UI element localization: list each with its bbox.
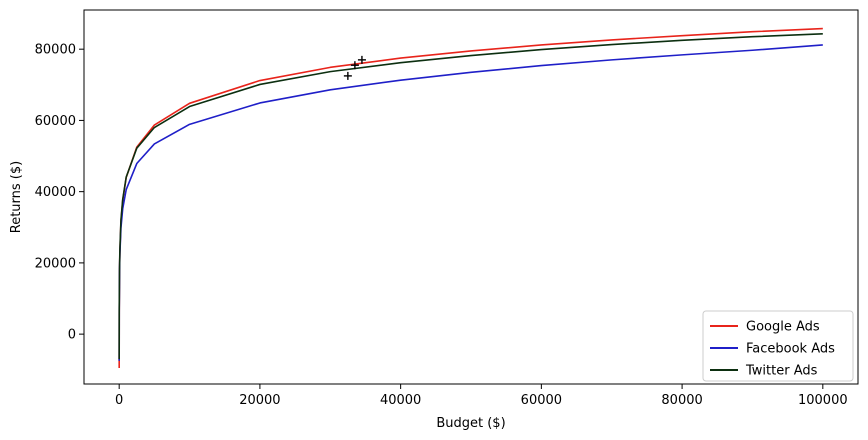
y-tick-label: 60000 <box>35 114 76 129</box>
marker-facebook-ads <box>343 71 352 80</box>
legend: Google Ads Facebook Ads Twitter Ads <box>702 310 854 382</box>
x-tick-label: 100000 <box>798 393 848 408</box>
x-axis-ticks: 0 20000 40000 60000 80000 100000 <box>115 384 848 408</box>
x-tick-label: 0 <box>115 393 123 408</box>
series-line-twitter-ads <box>118 33 823 360</box>
y-tick-label: 0 <box>68 328 76 343</box>
y-axis-label: Returns ($) <box>9 161 24 233</box>
legend-label-facebook-ads: Facebook Ads <box>746 342 835 357</box>
x-tick-label: 80000 <box>661 393 702 408</box>
y-axis-ticks: 0 20000 40000 60000 80000 <box>35 43 84 343</box>
series-layer <box>118 27 823 368</box>
legend-box <box>702 310 854 382</box>
marker-layer <box>343 55 366 80</box>
x-tick-label: 20000 <box>239 393 280 408</box>
x-tick-label: 40000 <box>380 393 421 408</box>
marker-twitter-ads <box>350 61 359 70</box>
y-tick-label: 40000 <box>35 185 76 200</box>
y-tick-label: 80000 <box>35 43 76 58</box>
legend-label-google-ads: Google Ads <box>746 320 820 335</box>
y-tick-label: 20000 <box>35 256 76 271</box>
legend-label-twitter-ads: Twitter Ads <box>745 364 818 379</box>
marker-google-ads <box>357 55 366 64</box>
x-tick-label: 60000 <box>521 393 562 408</box>
x-axis-label: Budget ($) <box>436 416 505 431</box>
